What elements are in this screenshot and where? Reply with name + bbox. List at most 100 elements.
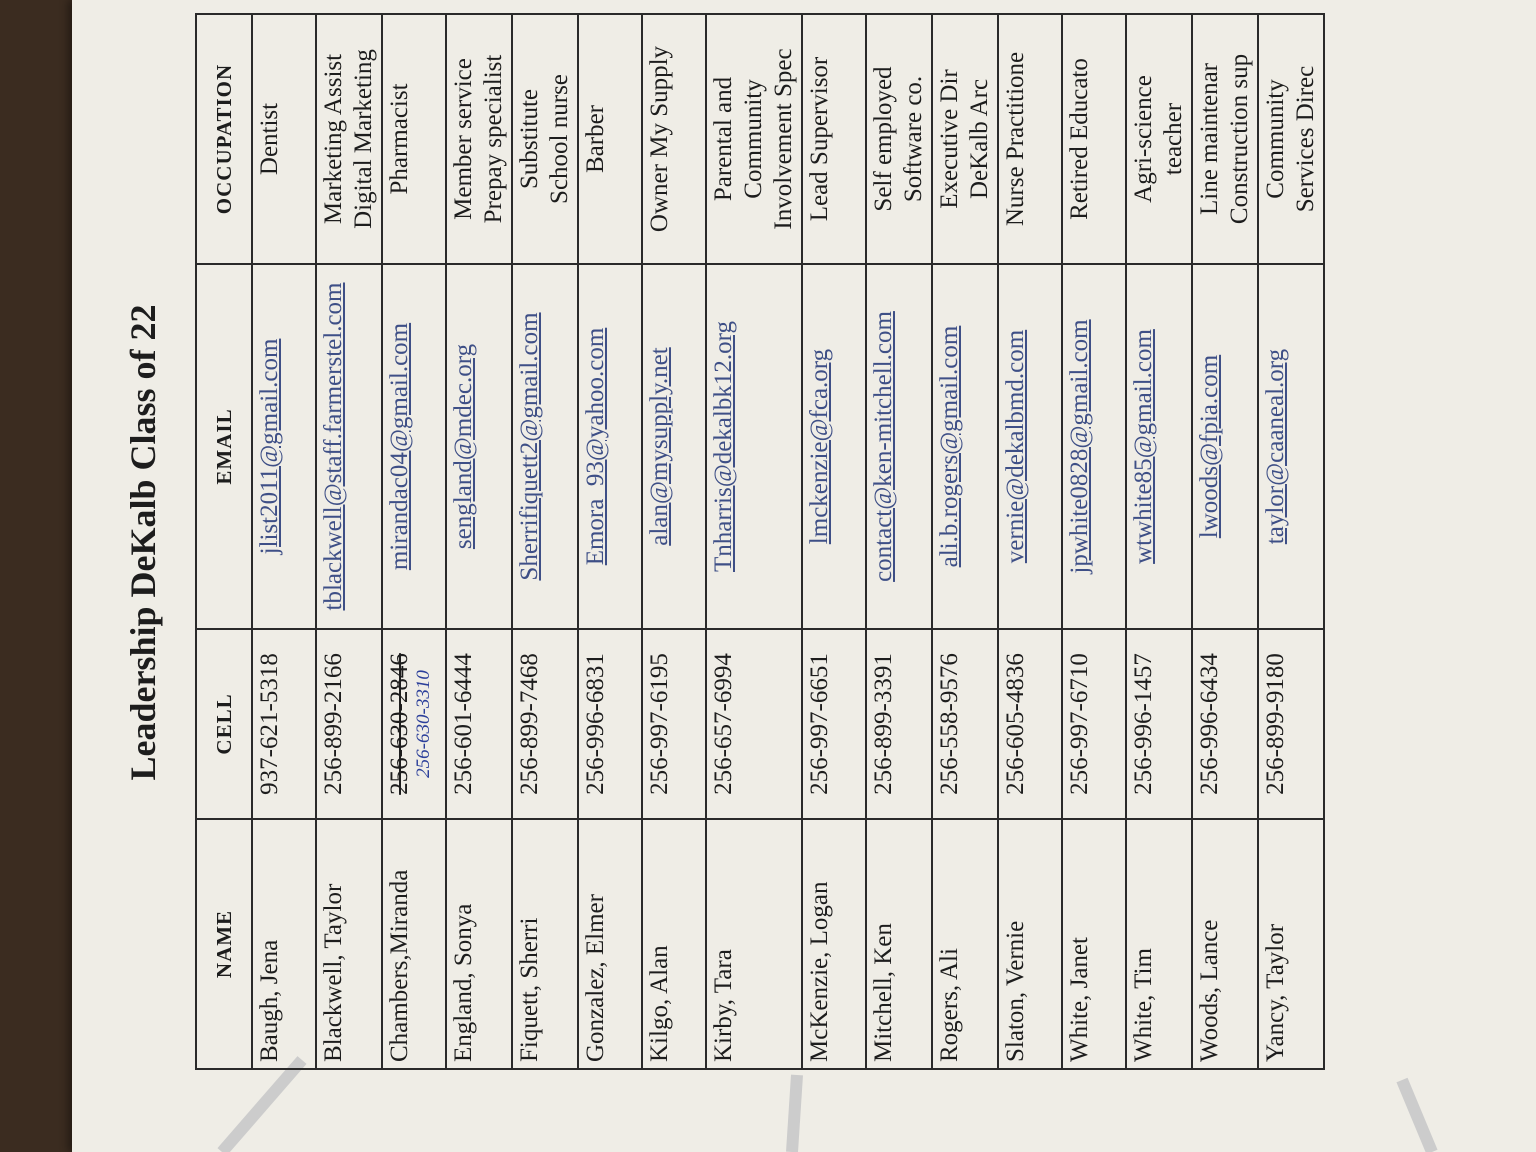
ring xyxy=(217,1056,307,1152)
table-body: Baugh, Jena 937-621-5318 jlist2011@gmail.c… xyxy=(252,14,1324,1069)
table-row: Chambers,Miranda 256-630-2846 256-630-3310… xyxy=(382,14,446,1069)
email-link: sengland@mdec.org xyxy=(450,343,477,550)
table-row: Woods, Lance 256-996-6434 lwoods@fpia.com L… xyxy=(1192,14,1258,1069)
cell-cell: 256-996-6831 xyxy=(578,629,642,819)
occupation-cell: Community Services Direc xyxy=(1258,14,1324,264)
email-cell: lwoods@fpia.com xyxy=(1192,264,1258,629)
email-cell: ali.b.rogers@gmail.com xyxy=(932,264,998,629)
name-cell: Slaton, Vernie xyxy=(998,819,1062,1069)
cell-number: 256-996-6831 xyxy=(582,653,609,795)
occupation-cell: Owner My Supply xyxy=(642,14,706,264)
cell-cell: 256-899-2166 xyxy=(316,629,382,819)
cell-number: 256-899-9180 xyxy=(1262,653,1289,795)
email-link: vernie@dekalbmd.com xyxy=(1002,329,1029,564)
name-cell: Kirby, Tara xyxy=(706,819,802,1069)
column-header: OCCUPATION xyxy=(196,14,252,264)
cell-number: 256-996-1457 xyxy=(1130,653,1157,795)
name-cell: Woods, Lance xyxy=(1192,819,1258,1069)
cell-number: 256-558-9576 xyxy=(936,653,963,795)
email-link: Tnharris@dekalbk12.org xyxy=(710,321,737,572)
table-row: Kilgo, Alan 256-997-6195 alan@mysupply.net… xyxy=(642,14,706,1069)
occupation-cell: Dentist xyxy=(252,14,316,264)
table-row: Fiquett, Sherri 256-899-7468 Sherrifiquett… xyxy=(512,14,578,1069)
cell-cell: 256-657-6994 xyxy=(706,629,802,819)
roster-table: NAME CELL EMAIL OCCUPATION Baugh, Jena 937-6… xyxy=(195,13,1325,1070)
table-row: Rogers, Ali 256-558-9576 ali.b.rogers@gmai… xyxy=(932,14,998,1069)
email-cell: Emora_93@yahoo.com xyxy=(578,264,642,629)
table-row: Slaton, Vernie 256-605-4836 vernie@dekalbm… xyxy=(998,14,1062,1069)
email-cell: sengland@mdec.org xyxy=(446,264,512,629)
email-cell: Tnharris@dekalbk12.org xyxy=(706,264,802,629)
paper xyxy=(72,0,1536,1152)
name-cell: White, Tim xyxy=(1126,819,1192,1069)
cell-number: 256-630-2846 xyxy=(386,653,413,795)
cell-number: 256-899-2166 xyxy=(320,653,347,795)
email-cell: wtwhite85@gmail.com xyxy=(1126,264,1192,629)
email-link: tblackwell@staff.farmerstel.com xyxy=(320,282,347,611)
name-cell: Chambers,Miranda xyxy=(382,819,446,1069)
name-cell: Gonzalez, Elmer xyxy=(578,819,642,1069)
cell-cell: 256-997-6195 xyxy=(642,629,706,819)
cell-cell: 256-601-6444 xyxy=(446,629,512,819)
header-row: NAME CELL EMAIL OCCUPATION xyxy=(196,14,252,1069)
name-cell: Baugh, Jena xyxy=(252,819,316,1069)
occupation-cell: Lead Supervisor xyxy=(802,14,866,264)
table-row: McKenzie, Logan 256-997-6651 lmckenzie@fca… xyxy=(802,14,866,1069)
email-cell: jlist2011@gmail.com xyxy=(252,264,316,629)
cell-number: 256-997-6195 xyxy=(646,653,673,795)
cell-cell: 256-996-1457 xyxy=(1126,629,1192,819)
occupation-cell: Self employed Software co. xyxy=(866,14,932,264)
cell-number: 256-997-6710 xyxy=(1066,653,1093,795)
occupation-cell: Nurse Practitione xyxy=(998,14,1062,264)
cell-cell: 256-996-6434 xyxy=(1192,629,1258,819)
cell-number: 256-899-3391 xyxy=(870,653,897,795)
email-cell: tblackwell@staff.farmerstel.com xyxy=(316,264,382,629)
occupation-cell: Substitute School nurse xyxy=(512,14,578,264)
email-cell: taylor@caaneal.org xyxy=(1258,264,1324,629)
table-row: White, Janet 256-997-6710 jpwhite0828@gmai… xyxy=(1062,14,1126,1069)
cell-number: 256-996-6434 xyxy=(1196,653,1223,795)
ring xyxy=(1396,1077,1438,1152)
occupation-cell: Retired Educato xyxy=(1062,14,1126,264)
table-row: Mitchell, Ken 256-899-3391 contact@ken-mit… xyxy=(866,14,932,1069)
email-cell: mirandac04@gmail.com xyxy=(382,264,446,629)
cell-cell: 256-899-7468 xyxy=(512,629,578,819)
occupation-cell: Member service Prepay specialist xyxy=(446,14,512,264)
occupation-cell: Pharmacist xyxy=(382,14,446,264)
column-header: CELL xyxy=(196,629,252,819)
table-row: White, Tim 256-996-1457 wtwhite85@gmail.co… xyxy=(1126,14,1192,1069)
binder-rings xyxy=(217,1056,1438,1152)
email-link: Emora_93@yahoo.com xyxy=(582,327,609,566)
column-header: EMAIL xyxy=(196,264,252,629)
email-link: jlist2011@gmail.com xyxy=(256,338,283,555)
name-cell: Rogers, Ali xyxy=(932,819,998,1069)
occupation-cell: Executive Dir DeKalb Arc xyxy=(932,14,998,264)
cell-number: 256-601-6444 xyxy=(450,653,477,795)
email-link: lmckenzie@fca.org xyxy=(806,348,833,545)
email-link: Sherrifiquett2@gmail.com xyxy=(516,312,543,581)
cell-number: 256-657-6994 xyxy=(710,653,737,795)
cell-cell: 256-899-3391 xyxy=(866,629,932,819)
document: Leadership DeKalb Class of 22 NAME CELL EM… xyxy=(123,13,1325,1070)
occupation-cell: Agri-science teacher xyxy=(1126,14,1192,264)
cell-cell: 256-558-9576 xyxy=(932,629,998,819)
email-link: contact@ken-mitchell.com xyxy=(870,311,897,582)
email-link: taylor@caaneal.org xyxy=(1262,348,1289,545)
email-link: lwoods@fpia.com xyxy=(1196,354,1223,539)
name-cell: Yancy, Taylor xyxy=(1258,819,1324,1069)
name-cell: Mitchell, Ken xyxy=(866,819,932,1069)
table-row: England, Sonya 256-601-6444 sengland@mdec.… xyxy=(446,14,512,1069)
name-cell: England, Sonya xyxy=(446,819,512,1069)
table-row: Yancy, Taylor 256-899-9180 taylor@caaneal.… xyxy=(1258,14,1324,1069)
cell-number: 256-899-7468 xyxy=(516,653,543,795)
email-link: jpwhite0828@gmail.com xyxy=(1066,319,1093,574)
cell-cell: 256-605-4836 xyxy=(998,629,1062,819)
cell-number: 256-605-4836 xyxy=(1002,653,1029,795)
email-link: alan@mysupply.net xyxy=(646,347,673,546)
occupation-cell: Marketing Assist Digital Marketing xyxy=(316,14,382,264)
cell-cell: 256-997-6651 xyxy=(802,629,866,819)
email-cell: contact@ken-mitchell.com xyxy=(866,264,932,629)
name-cell: Fiquett, Sherri xyxy=(512,819,578,1069)
cell-cell: 937-621-5318 xyxy=(252,629,316,819)
